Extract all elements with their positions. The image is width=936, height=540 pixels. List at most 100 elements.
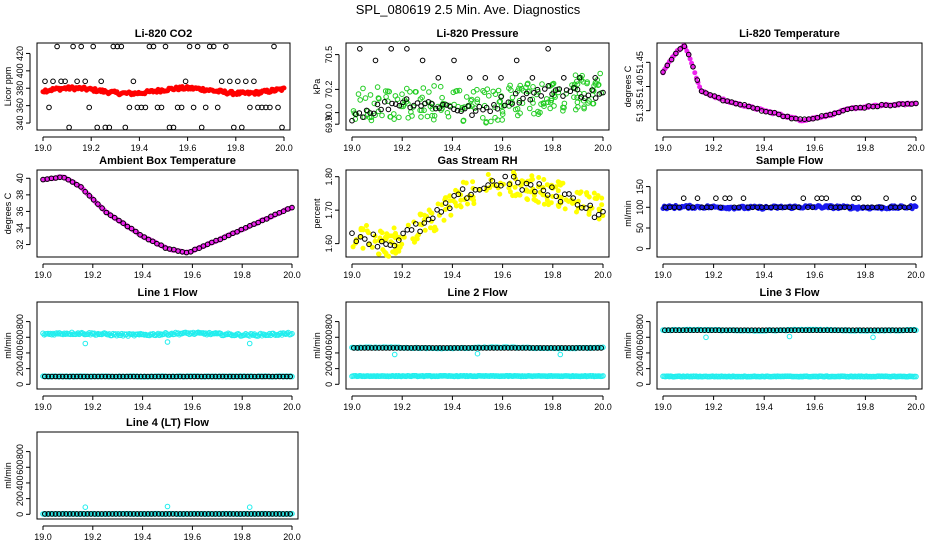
data-point xyxy=(527,105,533,112)
data-point xyxy=(86,193,93,199)
data-point xyxy=(137,232,143,238)
data-point xyxy=(356,110,363,116)
y-tick-label: 0 xyxy=(15,512,25,517)
y-tick-label: 600 xyxy=(324,330,334,345)
data-point xyxy=(502,102,508,109)
x-tick-label: 20.0 xyxy=(283,402,301,412)
data-point xyxy=(350,244,356,250)
data-point xyxy=(133,228,139,235)
data-point xyxy=(187,249,194,255)
y-tick-label: 51.45 xyxy=(635,51,645,74)
x-tick-label: 19.6 xyxy=(179,143,197,153)
y-axis-label: ml/min xyxy=(3,332,13,359)
data-point xyxy=(263,104,269,111)
data-point xyxy=(499,117,506,123)
data-point xyxy=(111,214,118,221)
data-point xyxy=(421,107,427,114)
data-point xyxy=(584,79,591,85)
data-point xyxy=(434,207,440,213)
data-point xyxy=(545,99,551,105)
x-tick-label: 19.8 xyxy=(857,402,875,412)
y-tick-label: 51.35 xyxy=(635,99,645,122)
data-point xyxy=(427,225,433,231)
data-point xyxy=(809,204,816,211)
data-point xyxy=(913,100,919,107)
data-point xyxy=(162,43,169,50)
data-point xyxy=(536,175,542,181)
data-point xyxy=(513,57,520,64)
data-point xyxy=(582,95,588,102)
y-tick-label: 0 xyxy=(15,382,25,387)
data-point xyxy=(404,46,410,52)
data-point xyxy=(482,75,489,81)
y-tick-label: 38 xyxy=(15,190,25,200)
data-point xyxy=(454,107,461,114)
data-point xyxy=(440,101,446,108)
data-point xyxy=(462,105,468,112)
data-point xyxy=(154,104,161,111)
data-point xyxy=(514,105,521,112)
data-point xyxy=(98,78,104,85)
data-point xyxy=(498,94,504,100)
x-tick-label: 19.4 xyxy=(444,402,462,412)
y-tick-label: 400 xyxy=(324,345,334,360)
data-point xyxy=(494,106,501,112)
data-point xyxy=(517,82,524,89)
data-point xyxy=(391,225,397,231)
data-point xyxy=(547,105,554,112)
data-point xyxy=(385,106,392,113)
data-point xyxy=(414,236,420,242)
y-tick-label: 340 xyxy=(15,116,25,131)
y-axis-label: Licor ppm xyxy=(3,67,13,107)
x-tick-label: 19.2 xyxy=(84,402,102,412)
data-point xyxy=(544,192,551,198)
plot-frame xyxy=(656,42,923,131)
data-point xyxy=(786,333,793,340)
data-point xyxy=(420,85,427,91)
data-point xyxy=(95,201,101,207)
x-tick-label: 19.8 xyxy=(233,270,251,280)
x-tick-label: 19.8 xyxy=(857,143,875,153)
data-point xyxy=(442,195,448,201)
x-tick-label: 19.6 xyxy=(184,532,202,540)
chart-panel: Line 4 (LT) Flow 19.0 19.2 19.4 19.6 19.8 20.0… xyxy=(3,417,301,540)
data-point xyxy=(231,124,237,131)
data-point xyxy=(460,118,467,124)
data-point xyxy=(548,200,554,206)
data-point xyxy=(422,227,428,233)
data-series xyxy=(660,42,919,124)
chart-panel: Line 2 Flow 19.0 19.2 19.4 19.6 19.8 20.0 0 2004… xyxy=(312,287,612,412)
x-tick-label: 19.6 xyxy=(494,402,512,412)
data-point xyxy=(399,241,405,247)
y-tick-label: 200 xyxy=(15,491,25,506)
chart-title: Line 1 Flow xyxy=(138,287,198,299)
data-point xyxy=(549,184,555,190)
data-point xyxy=(362,95,369,101)
x-tick-label: 19.0 xyxy=(654,270,672,280)
x-tick-label: 19.6 xyxy=(184,270,202,280)
data-point xyxy=(502,173,509,180)
x-tick-label: 20.0 xyxy=(283,270,301,280)
data-point xyxy=(447,103,454,110)
plot-frame xyxy=(36,301,299,390)
x-tick-label: 20.0 xyxy=(594,143,612,153)
data-point xyxy=(571,81,578,88)
data-point xyxy=(541,201,547,207)
x-tick-label: 19.6 xyxy=(494,270,512,280)
data-point xyxy=(571,94,577,100)
data-point xyxy=(437,83,444,90)
data-point xyxy=(255,219,262,226)
x-tick-label: 19.0 xyxy=(343,270,361,280)
data-point xyxy=(471,197,477,203)
data-point xyxy=(430,215,436,222)
data-point xyxy=(391,111,397,117)
data-point xyxy=(560,93,566,99)
data-point xyxy=(392,93,399,99)
data-point xyxy=(417,228,423,235)
y-tick-label: 360 xyxy=(15,98,25,113)
data-point xyxy=(403,96,410,102)
data-point xyxy=(878,204,885,211)
x-tick-label: 19.2 xyxy=(84,270,102,280)
data-point xyxy=(529,75,536,81)
data-point xyxy=(509,94,516,101)
